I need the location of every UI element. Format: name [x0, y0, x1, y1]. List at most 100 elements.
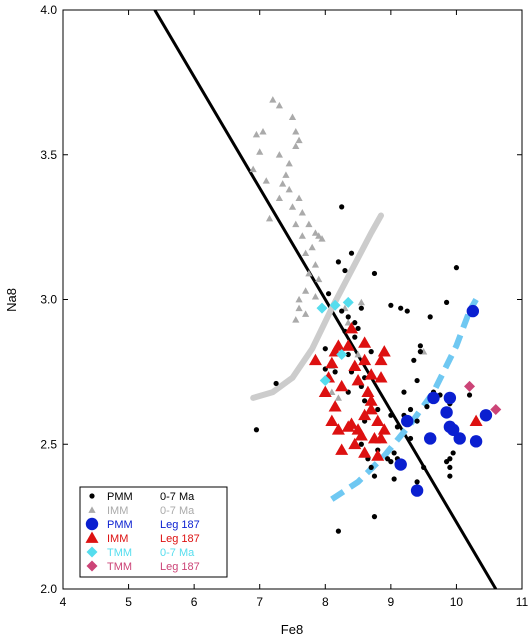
imm-leg187-point	[341, 339, 355, 351]
imm-0-7-point	[357, 298, 365, 306]
y-tick-label: 3.0	[40, 293, 57, 307]
imm-leg187-point	[371, 449, 385, 461]
imm-leg187-point	[325, 414, 339, 426]
legend-marker	[89, 493, 95, 499]
x-axis: 4 5 6 7 8 9 10 11	[60, 10, 529, 609]
imm-0-7-point	[275, 101, 283, 109]
pmm-0-7-point	[447, 456, 453, 462]
imm-0-7-point	[252, 130, 261, 138]
x-tick-label: 7	[256, 595, 263, 609]
imm-0-7-point	[311, 293, 320, 300]
pmm-0-7-point	[358, 441, 364, 447]
x-tick-label: 8	[322, 595, 329, 609]
imm-0-7-point	[328, 388, 336, 396]
imm-0-7-point	[269, 96, 277, 103]
pmm-0-7-point	[352, 334, 358, 340]
pmm-leg187-point	[443, 391, 457, 405]
pmm-0-7-point	[394, 424, 401, 430]
imm-0-7-point	[318, 235, 326, 242]
imm-leg187-point	[374, 353, 388, 366]
pmm-0-7-point	[450, 450, 456, 456]
imm-0-7-point	[275, 151, 283, 158]
pmm-leg187-point	[401, 414, 414, 428]
x-tick-label: 4	[60, 595, 67, 609]
imm-0-7-point	[305, 220, 313, 228]
pmm-0-7-point	[391, 476, 397, 482]
imm-leg187-point	[354, 429, 368, 441]
blue-dashed-line	[330, 298, 479, 502]
imm-0-7-point	[288, 113, 297, 120]
imm-0-7-point	[262, 177, 270, 184]
imm-leg187-point	[377, 423, 391, 435]
imm-0-7-point	[305, 269, 313, 277]
y-axis: 2.0 2.5 3.0 3.5 4.0	[40, 3, 522, 596]
pmm-0-7-point	[371, 270, 378, 277]
imm-leg187-point	[361, 385, 375, 398]
y-tick-label: 3.5	[40, 148, 57, 162]
imm-leg187-point	[318, 385, 332, 398]
pmm-0-7-point	[407, 406, 414, 413]
imm-leg187-point	[325, 356, 339, 369]
imm-leg187-point	[351, 423, 365, 435]
pmm-0-7-point	[443, 299, 450, 305]
imm-0-7-point	[288, 203, 297, 210]
imm-leg187-point	[341, 420, 355, 432]
imm-0-7-point	[295, 194, 303, 202]
pmm-0-7-point	[447, 473, 453, 479]
imm-leg187-point	[364, 394, 378, 406]
pmm-0-7-point	[352, 320, 358, 326]
x-tick-label: 9	[388, 595, 395, 609]
legend-note: Leg 187	[160, 561, 200, 573]
imm-0-7-point	[344, 319, 352, 326]
legend: PMM 0-7 Ma IMM 0-7 Ma PMM Leg 187 IMM Leg 187 TM…	[79, 486, 228, 578]
imm-leg187-point	[331, 423, 345, 435]
imm-leg187-point	[469, 414, 483, 426]
x-tick-label: 11	[516, 595, 529, 609]
imm-0-7-point	[292, 127, 300, 135]
imm-0-7-point	[295, 304, 303, 312]
tmm-leg187-point	[464, 380, 476, 392]
pmm-0-7-point	[273, 380, 279, 387]
tmm-0-7-point	[336, 349, 348, 361]
imm-0-7-point	[334, 394, 342, 401]
legend-label: TMM	[107, 561, 132, 573]
pmm-0-7-point	[342, 267, 348, 274]
pmm-0-7-point	[398, 305, 404, 311]
imm-0-7-point	[302, 287, 310, 294]
pmm-leg187-point	[479, 409, 493, 422]
pmm-0-7-point	[339, 308, 345, 314]
imm-0-7-point	[292, 220, 300, 228]
imm-leg187-point	[358, 336, 372, 348]
pmm-0-7-point	[345, 314, 351, 320]
pmm-0-7-point	[421, 464, 427, 471]
imm-0-7-point	[259, 127, 267, 135]
grey-curve-line	[250, 212, 384, 401]
pmm-0-7-point	[348, 250, 355, 256]
trend-lines	[153, 10, 498, 589]
pmm-leg187-point	[440, 406, 453, 419]
legend-label: PMM	[107, 519, 133, 531]
legend-note: 0-7 Ma	[160, 505, 195, 517]
pmm-0-7-point	[335, 528, 341, 534]
x-tick-label: 6	[191, 595, 198, 609]
pmm-leg187-point	[424, 432, 437, 445]
pmm-0-7-point	[339, 204, 345, 210]
pmm-leg187-point	[469, 435, 483, 448]
imm-leg187-point	[335, 443, 349, 455]
imm-leg187-point	[364, 368, 378, 380]
imm-leg187-point	[374, 431, 388, 444]
pmm-0-7-point	[371, 473, 378, 479]
x-tick-label: 10	[450, 595, 464, 609]
imm-0-7-point	[279, 180, 287, 187]
imm-leg187-point	[358, 408, 372, 421]
pmm-0-7-point	[411, 357, 417, 363]
pmm-0-7-point	[388, 412, 394, 418]
pmm-0-7-point	[371, 514, 378, 520]
pmm-leg187-point	[466, 304, 480, 318]
imm-0-7-point	[315, 232, 323, 239]
pmm-0-7-point	[375, 406, 381, 413]
imm-0-7-point	[311, 229, 320, 236]
imm-leg187-point	[331, 339, 345, 351]
imm-leg187-point	[377, 345, 391, 357]
